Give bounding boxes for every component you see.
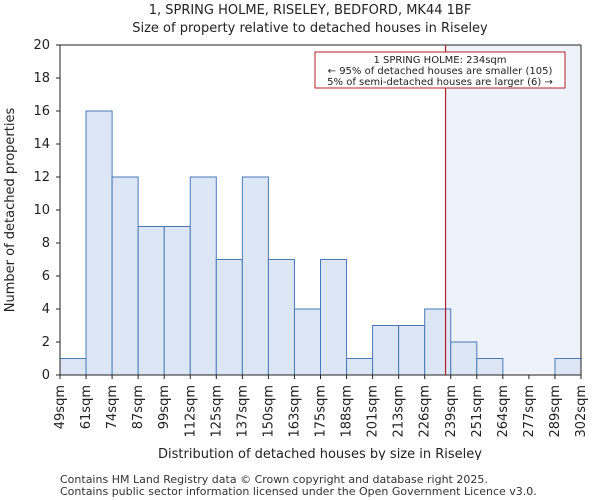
- chart-subtitle: Size of property relative to detached ho…: [132, 21, 488, 36]
- bar-175sqm: [320, 259, 348, 376]
- bar-201sqm: [372, 325, 400, 376]
- x-tick-label: 175sqm: [314, 385, 329, 438]
- bar-112sqm: [189, 176, 217, 376]
- x-tick-label: 99sqm: [157, 385, 172, 429]
- annotation-line: 1 SPRING HOLME: 234sqm: [373, 55, 506, 66]
- bar-99sqm: [163, 226, 191, 376]
- x-tick-label: 213sqm: [392, 385, 407, 438]
- x-tick-label: 251sqm: [470, 385, 485, 438]
- bar-289sqm: [554, 358, 582, 376]
- bar-49sqm: [59, 358, 87, 376]
- x-tick-label: 188sqm: [340, 385, 355, 438]
- y-tick-label: 0: [42, 368, 50, 383]
- bar-251sqm: [476, 358, 504, 376]
- highlight-region: [445, 45, 581, 375]
- annotation-line: ← 95% of detached houses are smaller (10…: [328, 66, 553, 77]
- x-axis-label: Distribution of detached houses by size …: [158, 447, 482, 460]
- x-tick-label: 201sqm: [366, 385, 381, 438]
- x-tick-label: 125sqm: [209, 385, 224, 438]
- plot-area: 0 2 4 6 8 10 12 14 16 18 20 49sqm 61sqm 74sqm 87sqm 99s…: [33, 38, 589, 438]
- footer-copyright: Contains HM Land Registry data © Crown c…: [60, 473, 488, 486]
- y-tick-label: 12: [33, 170, 50, 185]
- chart-title: 1, SPRING HOLME, RISELEY, BEDFORD, MK44 …: [149, 3, 472, 18]
- y-tick-label: 10: [33, 203, 50, 218]
- x-tick-label: 150sqm: [261, 385, 276, 438]
- y-tick-label: 8: [42, 236, 50, 251]
- x-tick-label: 264sqm: [496, 385, 511, 438]
- y-tick-label: 14: [33, 137, 50, 152]
- y-tick-label: 16: [33, 104, 50, 119]
- y-axis-label: Number of detached properties: [3, 108, 18, 313]
- x-tick-label: 87sqm: [131, 385, 146, 429]
- y-tick-label: 4: [42, 302, 50, 317]
- x-tick-label: 289sqm: [548, 385, 563, 438]
- chart: 1, SPRING HOLME, RISELEY, BEDFORD, MK44 …: [3, 3, 589, 460]
- x-tick-label: 49sqm: [53, 385, 68, 429]
- y-tick-label: 6: [42, 269, 50, 284]
- x-tick-label: 112sqm: [183, 385, 198, 438]
- annotation-box: [314, 51, 566, 89]
- bar-137sqm: [241, 176, 269, 376]
- x-tick-label: 61sqm: [79, 385, 94, 429]
- bar-163sqm: [293, 308, 322, 376]
- bar-61sqm: [85, 110, 113, 376]
- x-tick-label: 163sqm: [287, 385, 302, 438]
- x-tick-label: 226sqm: [418, 385, 433, 438]
- x-tick-label: 277sqm: [522, 385, 537, 438]
- y-tick-label: 18: [33, 71, 50, 86]
- y-tick-label: 2: [42, 335, 50, 350]
- bar-239sqm: [450, 341, 478, 376]
- bar-188sqm: [346, 358, 374, 376]
- bar-74sqm: [111, 176, 139, 376]
- bar-150sqm: [267, 259, 295, 376]
- bar-213sqm: [398, 325, 426, 376]
- x-tick-label: 239sqm: [444, 385, 459, 438]
- bar-87sqm: [137, 226, 165, 376]
- x-tick-label: 302sqm: [574, 385, 589, 438]
- x-tick-label: 74sqm: [105, 385, 120, 429]
- y-tick-label: 20: [33, 38, 50, 53]
- x-tick-label: 137sqm: [235, 385, 250, 438]
- bar-226sqm: [424, 308, 452, 376]
- annotation-line: 5% of semi-detached houses are larger (6…: [327, 77, 553, 88]
- bar-125sqm: [215, 259, 243, 376]
- footer-licence: Contains public sector information licen…: [60, 485, 537, 498]
